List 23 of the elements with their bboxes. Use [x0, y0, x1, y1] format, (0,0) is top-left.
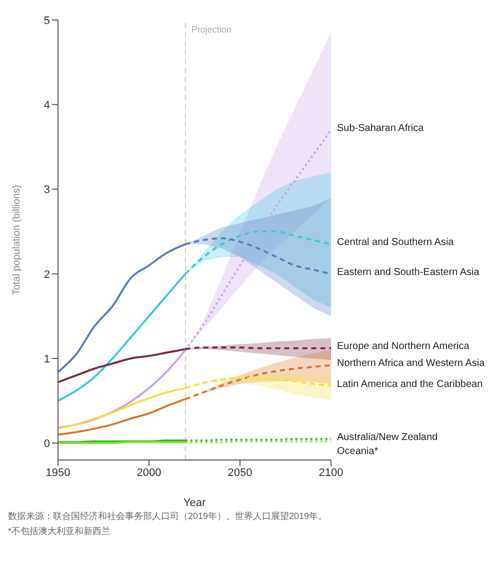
y-tick-label: 5 [44, 14, 50, 27]
y-tick-label: 1 [44, 353, 50, 366]
x-tick-label: 2050 [228, 466, 252, 479]
x-axis-title: Year [183, 497, 206, 509]
ref-line-label: Projection [191, 24, 232, 34]
series-label: Northern Africa and Western Asia [337, 358, 485, 370]
series-label: Central and Southern Asia [337, 237, 454, 248]
x-tick-label: 2100 [318, 466, 344, 479]
text: *不包括澳大利亚和新西兰 [8, 525, 112, 538]
series-label: Australia/New Zealand [337, 432, 438, 443]
source-note: 数据来源：联合国经济和社会事务部人口司（2019年）。世界人口展望2019年。 [8, 510, 328, 523]
series-label: Oceania* [337, 446, 378, 457]
y-axis-title: Total population (billions) [12, 184, 23, 296]
series-label: Europe and Northern America [337, 341, 470, 352]
y-tick-label: 0 [44, 438, 50, 450]
series-label: Sub-Saharan Africa [337, 123, 424, 134]
y-tick-label: 3 [44, 184, 50, 196]
series-label: Latin America and the Caribbean [337, 378, 483, 390]
y-tick-label: 2 [44, 268, 50, 281]
x-tick-label: 1950 [46, 466, 70, 479]
y-tick-label: 4 [44, 100, 50, 112]
x-tick-label: 2000 [136, 466, 162, 479]
series-label: Eastern and South-Eastern Asia [337, 266, 480, 278]
